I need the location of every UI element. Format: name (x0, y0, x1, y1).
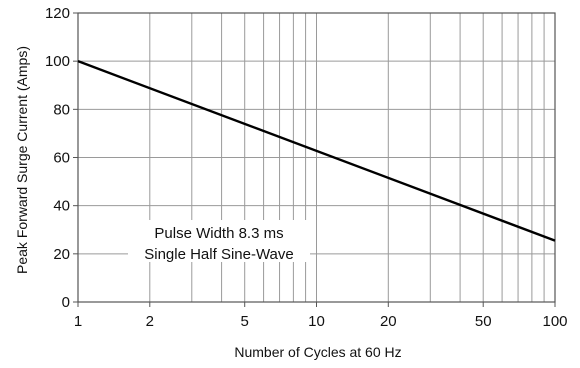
x-tick-label: 1 (74, 313, 82, 330)
x-tick-label: 10 (308, 313, 325, 330)
tick-labels: 1 2 5 10 20 50 100 0 20 40 60 80 100 120 (45, 5, 568, 330)
y-tick-label: 60 (53, 150, 70, 167)
x-tick-label: 5 (241, 313, 249, 330)
y-tick-label: 40 (53, 198, 70, 215)
y-tick-label: 20 (53, 246, 70, 263)
x-tick-label: 50 (475, 313, 492, 330)
x-tick-label: 2 (146, 313, 154, 330)
y-tick-label: 100 (45, 53, 70, 70)
series-line (77, 60, 556, 242)
annotation-background (128, 220, 310, 262)
data-series (77, 60, 556, 242)
y-axis-title: Peak Forward Surge Current (Amps) (14, 46, 30, 274)
x-tick-label: 20 (380, 313, 397, 330)
y-tick-label: 80 (53, 101, 70, 118)
y-tick-label: 120 (45, 5, 70, 22)
annotation-box: Pulse Width 8.3 ms Single Half Sine-Wave (128, 220, 310, 263)
x-axis-title: Number of Cycles at 60 Hz (234, 344, 401, 360)
y-tick-label: 0 (62, 294, 70, 311)
grid-lines (78, 13, 555, 302)
annotation-line-1: Pulse Width 8.3 ms (154, 225, 283, 242)
x-tick-label: 100 (542, 313, 567, 330)
annotation-line-2: Single Half Sine-Wave (144, 246, 294, 263)
